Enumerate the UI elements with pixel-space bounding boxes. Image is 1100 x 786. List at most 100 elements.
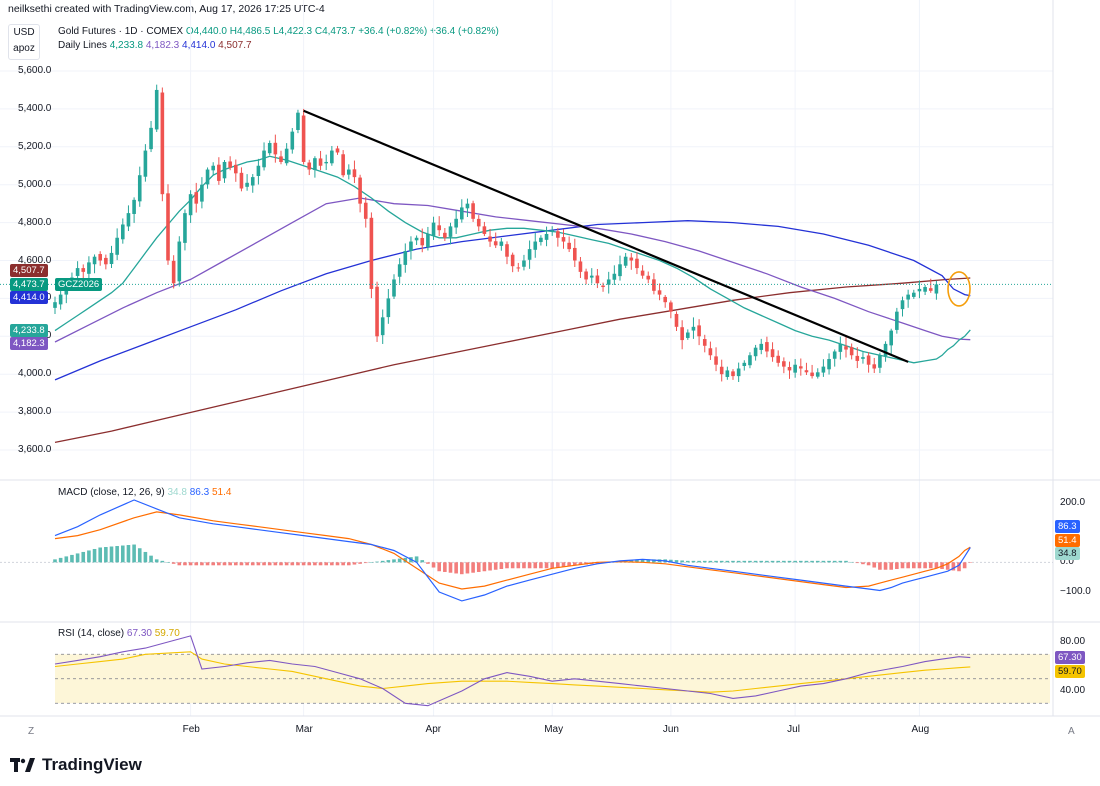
macd-histogram-bar	[414, 556, 419, 563]
line-value-ma100: 4,414.0	[182, 40, 216, 51]
zoom-left-button[interactable]: Z	[28, 726, 35, 737]
macd-histogram-bar	[267, 562, 272, 566]
candle-body	[669, 302, 673, 312]
candle-body	[465, 203, 470, 209]
candle-body	[493, 241, 498, 246]
candle-body	[832, 351, 837, 359]
candle-body	[589, 275, 594, 278]
candle-body	[646, 275, 651, 280]
price-tick-label: 3,600.0	[18, 444, 52, 455]
macd-histogram-bar	[369, 562, 374, 563]
macd-histogram-bar	[160, 560, 165, 563]
macd-histogram-bar	[776, 560, 780, 563]
candle-body	[697, 325, 701, 337]
candle-body	[363, 202, 368, 219]
macd-histogram-bar	[75, 553, 80, 563]
macd-histogram-bar	[499, 562, 504, 570]
candle-body	[234, 164, 238, 174]
macd-histogram-bar	[245, 562, 249, 566]
candle-body	[454, 218, 458, 228]
macd-histogram-bar	[759, 560, 764, 563]
macd-histogram-bar	[471, 562, 475, 573]
candle-body	[279, 156, 283, 162]
macd-line	[54, 499, 971, 602]
macd-histogram-bar	[505, 562, 509, 569]
candle-body	[104, 257, 108, 265]
candle-body	[262, 150, 266, 168]
macd-histogram-bar	[341, 562, 345, 566]
candle-body	[149, 127, 153, 150]
macd-histogram-bar	[358, 562, 362, 564]
macd-histogram-bar	[375, 561, 379, 563]
macd-histogram-bar	[900, 562, 905, 569]
macd-histogram-bar	[838, 560, 843, 563]
candle-body	[889, 330, 893, 346]
candle-body	[488, 236, 492, 242]
candle-body	[386, 298, 391, 318]
rsi-title: RSI (14, close)	[58, 628, 125, 639]
macd-histogram-bar	[539, 562, 543, 569]
candle-body	[516, 267, 521, 269]
macd-histogram-bar	[957, 562, 961, 572]
macd-histogram-bar	[697, 560, 701, 563]
line-value-ma200: 4,507.7	[218, 40, 252, 51]
macd-histogram-bar	[476, 562, 481, 572]
line-value-ma20: 4,233.8	[109, 40, 144, 51]
macd-histogram-bar	[782, 560, 786, 563]
macd-histogram-bar	[928, 562, 933, 569]
currency-scale-box[interactable]: USD apoz	[8, 24, 40, 60]
candle-body	[177, 241, 182, 282]
candle-body	[714, 356, 718, 365]
macd-histogram-bar	[550, 562, 554, 569]
macd-histogram-bar	[753, 560, 758, 563]
candle-body	[194, 192, 199, 204]
instrument-legend: Gold Futures · 1D · COMEX O4,440.0 H4,48…	[58, 26, 499, 37]
macd-histogram-bar	[335, 562, 340, 566]
candle-body	[369, 217, 374, 289]
tradingview-logo: TradingView	[10, 755, 142, 775]
candle-body	[804, 370, 809, 373]
macd-histogram-bar	[279, 562, 283, 566]
candle-body	[708, 348, 713, 356]
macd-histogram-bar	[578, 562, 583, 565]
macd-histogram-bar	[454, 562, 458, 574]
candle-body	[629, 257, 634, 261]
ma200-line	[54, 277, 971, 444]
candle-body	[211, 165, 215, 171]
macd-histogram-bar	[200, 562, 204, 566]
macd-histogram-bar	[629, 560, 634, 563]
candle-body	[352, 169, 357, 178]
macd-histogram-bar	[448, 562, 453, 573]
macd-line-value: 86.3	[189, 487, 210, 498]
candle-body	[849, 347, 854, 356]
candle-body	[855, 355, 860, 361]
rsi-band	[55, 654, 1050, 704]
candle-body	[228, 161, 232, 168]
macd-histogram-bar	[895, 562, 899, 570]
candle-body	[731, 371, 735, 377]
macd-histogram-bar	[719, 560, 724, 563]
tradingview-logo-icon	[10, 758, 35, 772]
macd-histogram-bar	[951, 562, 956, 571]
candle-body	[753, 347, 758, 357]
candle-body	[584, 271, 588, 280]
candle-body	[245, 182, 249, 187]
candle-body	[75, 268, 80, 276]
macd-histogram-bar	[917, 562, 922, 569]
macd-histogram-bar	[635, 559, 639, 563]
macd-histogram-bar	[866, 562, 871, 566]
macd-histogram-bar	[640, 559, 645, 563]
macd-histogram-bar	[313, 562, 317, 566]
candle-body	[556, 231, 560, 238]
auto-scale-button[interactable]: A	[1068, 726, 1075, 737]
candle-body	[578, 261, 583, 272]
macd-histogram-bar	[188, 562, 193, 566]
macd-histogram-bar	[443, 562, 447, 572]
candle-body	[313, 158, 317, 171]
macd-histogram-bar	[708, 560, 713, 563]
candle-body	[533, 241, 538, 250]
macd-histogram-bar	[149, 555, 153, 563]
candle-body	[160, 92, 165, 195]
price-tick-label: 5,200.0	[18, 140, 52, 152]
